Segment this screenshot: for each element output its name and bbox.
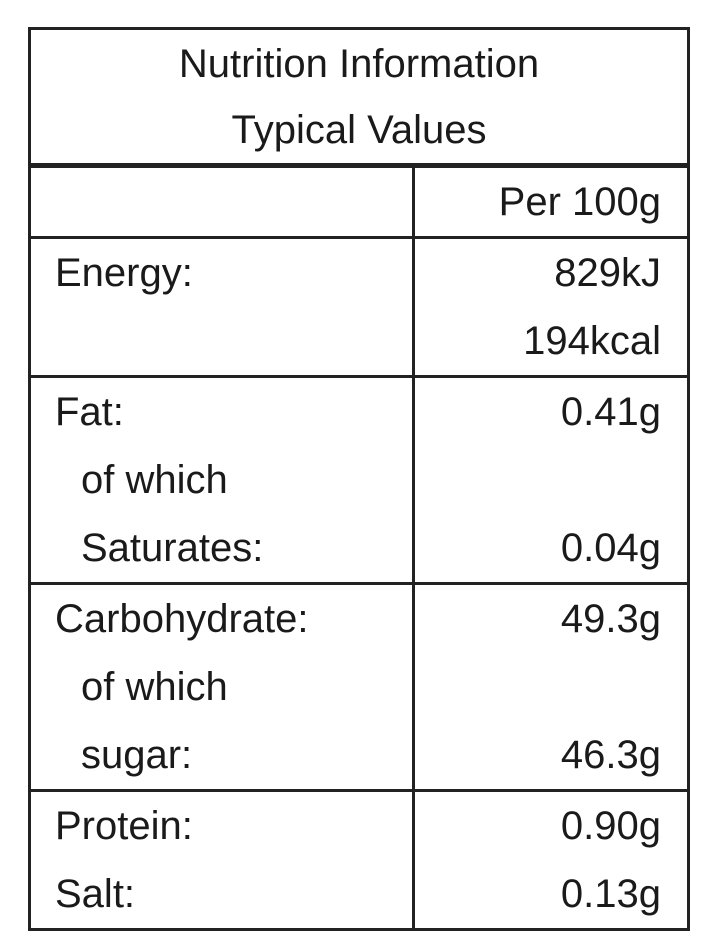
nutrient-value: 194kcal bbox=[523, 319, 661, 363]
title: Nutrition Information bbox=[178, 41, 540, 86]
nutrient-label: Energy: bbox=[31, 239, 415, 307]
nutrient-label: Salt: bbox=[31, 860, 415, 928]
subtitle: Typical Values bbox=[231, 107, 487, 152]
nutrient-value: 0.41g bbox=[560, 390, 661, 434]
column-header: Per 100g bbox=[498, 180, 661, 224]
row-group: Fat: 0.41g of which Saturates: 0.04g bbox=[31, 375, 687, 582]
nutrient-label bbox=[31, 307, 415, 375]
nutrient-label: of which bbox=[31, 446, 415, 514]
nutrition-label: Nutrition Information Typical Values Per… bbox=[28, 27, 690, 931]
nutrient-label: of which bbox=[31, 653, 415, 721]
nutrient-value bbox=[415, 446, 687, 514]
column-header-row: Per 100g bbox=[31, 168, 687, 236]
row-group: Protein: 0.90g Salt: 0.13g bbox=[31, 789, 687, 928]
nutrient-value: 829kJ bbox=[554, 251, 661, 295]
nutrient-value: 0.04g bbox=[560, 526, 661, 570]
nutrient-value: 49.3g bbox=[560, 597, 661, 641]
nutrient-value bbox=[415, 653, 687, 721]
nutrient-value: 46.3g bbox=[560, 733, 661, 777]
nutrient-label: sugar: bbox=[31, 721, 415, 789]
nutrient-value: 0.13g bbox=[560, 872, 661, 916]
nutrient-label: Saturates: bbox=[31, 514, 415, 582]
row-group: Energy: 829kJ 194kcal bbox=[31, 236, 687, 375]
nutrient-value: 0.90g bbox=[560, 804, 661, 848]
nutrient-label: Carbohydrate: bbox=[31, 585, 415, 653]
nutrient-label: Fat: bbox=[31, 378, 415, 446]
row-group: Carbohydrate: 49.3g of which sugar: 46.3g bbox=[31, 582, 687, 789]
empty-cell bbox=[31, 168, 415, 236]
nutrient-label: Protein: bbox=[31, 792, 415, 860]
header: Nutrition Information Typical Values bbox=[31, 30, 687, 168]
